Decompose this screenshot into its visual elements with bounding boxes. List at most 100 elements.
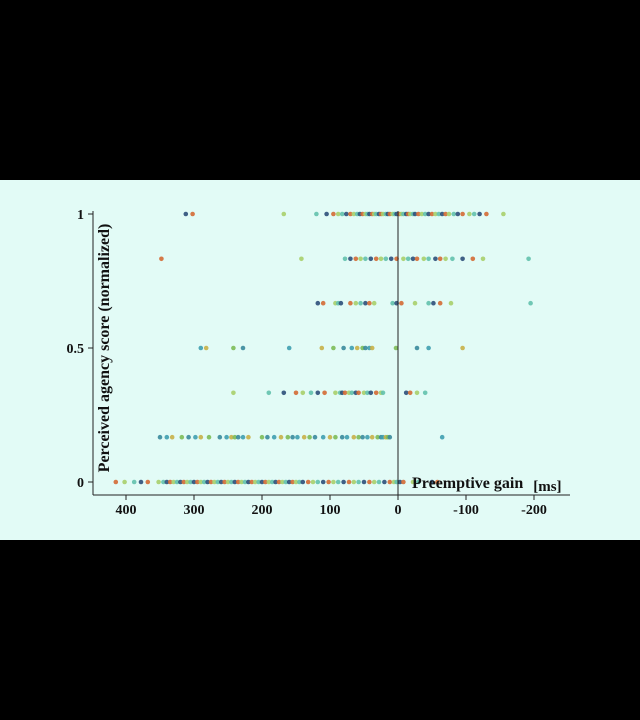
data-point — [433, 211, 438, 217]
data-point — [308, 390, 314, 396]
data-point — [426, 345, 431, 351]
data-point — [371, 479, 377, 485]
data-point — [429, 211, 435, 217]
data-point — [437, 300, 443, 306]
data-point — [259, 479, 265, 485]
data-point — [363, 256, 368, 262]
data-point — [431, 300, 436, 306]
data-point — [371, 300, 377, 306]
data-point — [368, 390, 374, 396]
data-point — [365, 434, 370, 440]
data-point — [368, 256, 374, 262]
data-point — [363, 345, 368, 351]
data-point — [198, 434, 204, 440]
data-point — [358, 256, 363, 262]
data-point — [361, 479, 367, 485]
data-point — [190, 211, 195, 217]
data-point — [290, 479, 295, 485]
data-point — [335, 211, 341, 217]
data-point — [356, 479, 361, 485]
data-point — [460, 345, 465, 351]
x-tick-label: 100 — [320, 503, 341, 518]
data-point — [448, 300, 454, 306]
data-point — [283, 479, 289, 485]
data-point — [178, 479, 183, 485]
x-axis-unit: [ms] — [533, 479, 561, 495]
data-point — [225, 479, 231, 485]
data-point — [312, 434, 318, 440]
data-point — [358, 300, 363, 306]
data-point — [349, 345, 355, 351]
data-point — [285, 434, 291, 440]
data-point — [401, 256, 406, 262]
data-point — [159, 256, 164, 262]
data-point — [331, 211, 336, 217]
data-point — [278, 434, 284, 440]
data-point — [367, 300, 372, 306]
data-point — [229, 479, 234, 485]
data-point — [276, 479, 282, 485]
data-point — [348, 256, 353, 262]
data-point — [188, 479, 193, 485]
data-point — [435, 479, 440, 485]
data-point — [383, 256, 389, 262]
data-point — [354, 345, 360, 351]
data-point — [186, 434, 191, 440]
data-point — [281, 211, 287, 217]
data-point — [246, 434, 251, 440]
data-point — [405, 256, 411, 262]
data-point — [376, 479, 382, 485]
data-point — [429, 479, 435, 485]
y-tick-label: 0.5 — [67, 342, 85, 357]
data-point — [414, 345, 420, 351]
data-point — [242, 479, 248, 485]
data-point — [205, 479, 210, 485]
data-point — [341, 345, 346, 351]
data-point — [450, 256, 455, 262]
data-point — [198, 479, 204, 485]
data-point — [235, 434, 241, 440]
data-point — [467, 211, 472, 217]
data-point — [240, 434, 246, 440]
data-point — [351, 211, 357, 217]
data-point — [501, 211, 506, 217]
data-point — [263, 479, 268, 485]
data-point — [356, 434, 361, 440]
data-point — [342, 256, 348, 262]
data-point — [239, 479, 244, 485]
data-point — [443, 256, 448, 262]
data-point — [320, 300, 326, 306]
data-point — [341, 479, 346, 485]
data-point — [349, 390, 355, 396]
data-point — [297, 479, 302, 485]
data-point — [286, 345, 292, 351]
data-point — [231, 390, 236, 396]
data-point — [131, 479, 137, 485]
data-point — [246, 479, 251, 485]
data-point — [156, 479, 161, 485]
data-point — [422, 390, 428, 396]
data-point — [217, 434, 223, 440]
data-point — [231, 345, 236, 351]
data-point — [315, 479, 321, 485]
x-axis-label: Preemptive gain — [412, 475, 523, 492]
data-point — [145, 479, 151, 485]
data-point — [271, 434, 277, 440]
data-point — [344, 434, 350, 440]
data-point — [373, 256, 379, 262]
data-point — [113, 479, 119, 485]
data-point — [421, 256, 427, 262]
data-point — [300, 479, 306, 485]
data-point — [333, 390, 338, 396]
data-point — [314, 211, 319, 217]
data-point — [164, 434, 170, 440]
data-point — [320, 434, 326, 440]
data-point — [290, 434, 295, 440]
data-point — [315, 300, 321, 306]
data-point — [369, 345, 375, 351]
data-point — [319, 345, 325, 351]
data-point — [266, 479, 272, 485]
x-tick-label: 200 — [252, 503, 273, 518]
data-point — [351, 434, 357, 440]
data-point — [401, 479, 406, 485]
